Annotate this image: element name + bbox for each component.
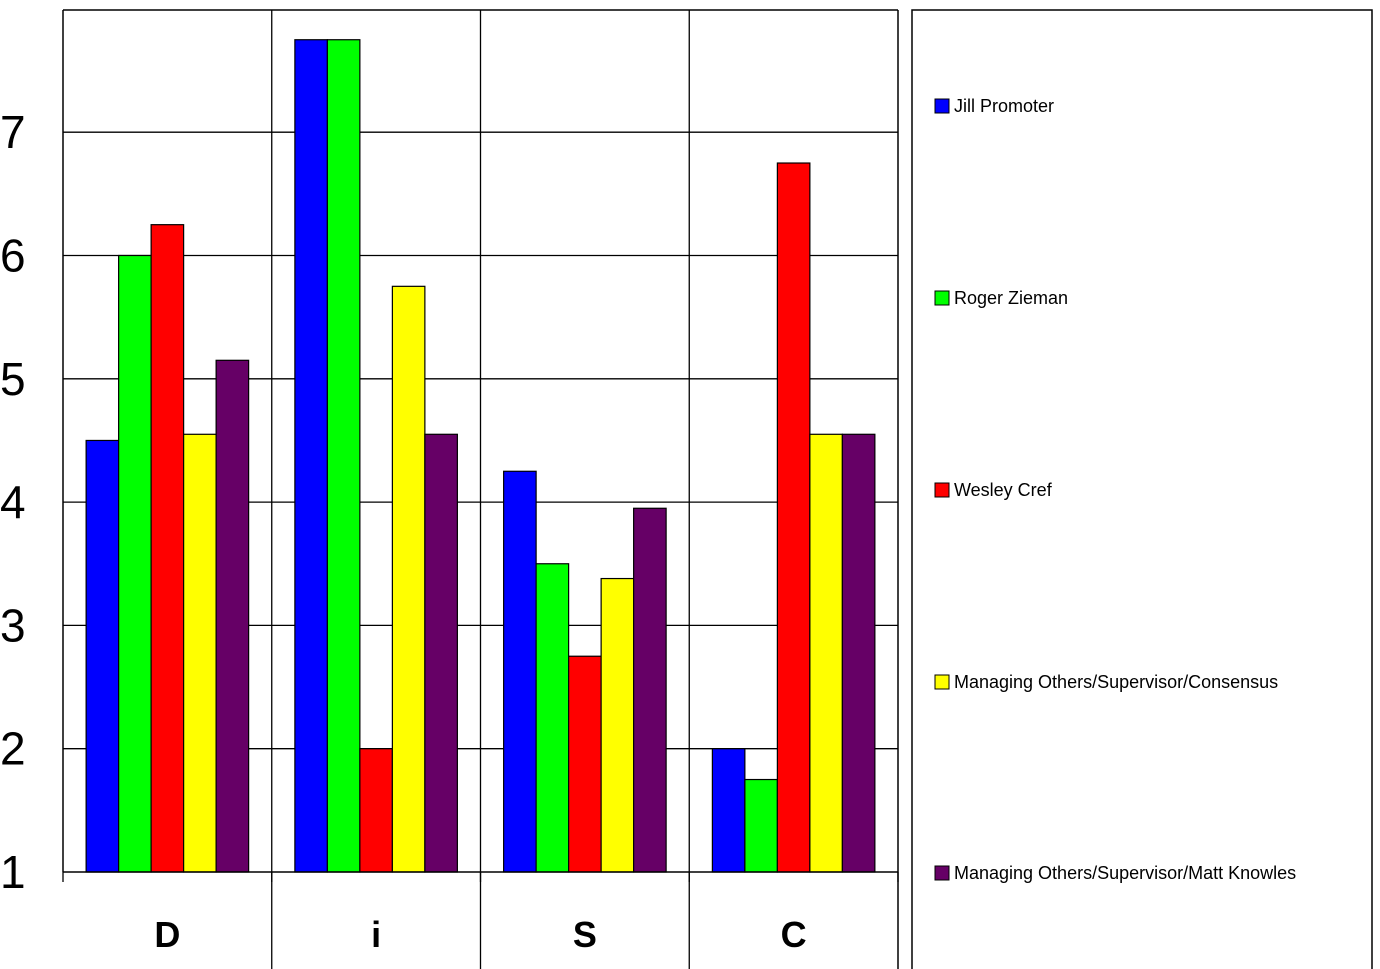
legend-label: Wesley Cref (954, 480, 1053, 500)
legend-label: Managing Others/Supervisor/Matt Knowles (954, 863, 1296, 883)
bar-managing-others-supervisor-matt-knowles-D (215, 359, 250, 873)
legend-label: Jill Promoter (954, 96, 1054, 116)
legend-label: Roger Zieman (954, 288, 1068, 308)
bar-roger-zieman-D (118, 254, 152, 873)
bar-wesley-cref-i (359, 748, 393, 873)
bar-jill-promoter-S (503, 470, 537, 873)
bar-wesley-cref-S (568, 655, 602, 873)
y-tick-label: 7 (0, 106, 26, 158)
legend-swatch (934, 290, 950, 306)
bar-managing-others-supervisor-matt-knowles-i (424, 433, 458, 873)
bar-managing-others-supervisor-matt-knowles-C (841, 433, 876, 873)
y-tick-label: 4 (0, 476, 26, 528)
bar-managing-others-supervisor-consensus-C (809, 433, 843, 873)
legend-swatch (934, 865, 950, 881)
legend-swatch (934, 482, 950, 498)
y-tick-label: 2 (0, 723, 26, 775)
bar-managing-others-supervisor-consensus-i (391, 285, 426, 873)
x-tick-label: D (154, 914, 180, 955)
x-tick-label: S (573, 914, 597, 955)
bar-jill-promoter-C (711, 748, 746, 873)
x-tick-label: i (371, 914, 381, 955)
legend-box (911, 9, 1373, 969)
legend: Jill Promoter Roger Zieman Wesley Cref Mana… (911, 9, 1373, 969)
y-tick-label: 3 (0, 599, 26, 651)
bars (85, 39, 876, 873)
legend-label: Managing Others/Supervisor/Consensus (954, 672, 1278, 692)
bar-jill-promoter-D (85, 439, 120, 873)
x-tick-label: C (781, 914, 807, 955)
bar-roger-zieman-i (326, 39, 361, 873)
bar-managing-others-supervisor-consensus-D (183, 433, 217, 873)
bar-wesley-cref-C (776, 162, 811, 873)
bar-managing-others-supervisor-matt-knowles-S (633, 507, 667, 873)
y-tick-labels: 1 2 3 4 5 6 7 (0, 106, 26, 898)
bar-roger-zieman-C (744, 778, 778, 873)
y-tick-label: 1 (0, 846, 26, 898)
bar-jill-promoter-i (294, 39, 328, 873)
bar-roger-zieman-S (535, 563, 570, 873)
legend-swatch (934, 674, 950, 690)
legend-swatch (934, 98, 950, 114)
axes (62, 9, 899, 969)
bar-wesley-cref-D (150, 224, 185, 873)
y-tick-label: 5 (0, 353, 26, 405)
bar-managing-others-supervisor-consensus-S (600, 577, 635, 873)
y-tick-label: 6 (0, 230, 26, 282)
